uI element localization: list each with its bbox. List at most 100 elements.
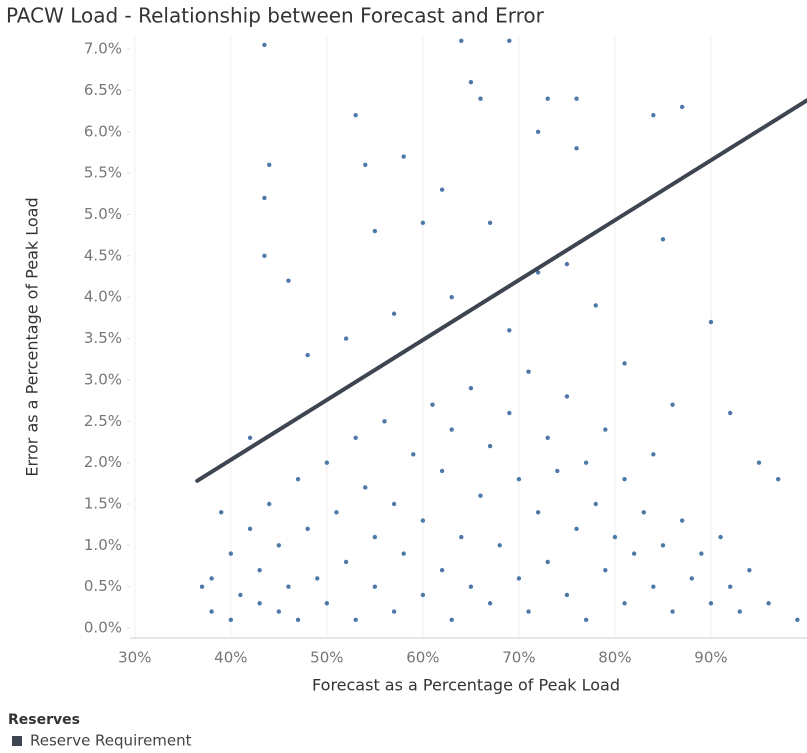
point [545, 96, 550, 101]
x-tick-label: 30% [118, 649, 151, 667]
legend-title: Reserves [8, 712, 80, 728]
point [487, 601, 493, 606]
point [324, 601, 330, 606]
point [238, 592, 243, 598]
point [631, 551, 637, 556]
point [315, 576, 320, 581]
point [555, 468, 560, 474]
point [708, 601, 714, 606]
point [449, 295, 454, 300]
y-tick-label: 1.0% [84, 536, 122, 554]
point [382, 419, 387, 424]
point [459, 38, 464, 43]
point [516, 576, 522, 581]
point [535, 129, 541, 134]
point [420, 220, 426, 225]
point [583, 617, 589, 623]
point [257, 567, 262, 573]
point [353, 617, 358, 623]
point [420, 518, 426, 523]
point [679, 518, 685, 523]
point [391, 311, 397, 316]
point [459, 534, 464, 540]
x-tick-label: 70% [502, 649, 535, 667]
point [363, 162, 368, 168]
point [545, 559, 550, 565]
point [747, 567, 752, 573]
point [228, 551, 234, 556]
point [286, 584, 291, 589]
x-tick-label: 40% [214, 649, 247, 667]
point [372, 228, 378, 234]
point [535, 510, 541, 515]
x-axis-label: Forecast as a Percentage of Peak Load [312, 676, 620, 695]
point [641, 510, 646, 515]
point [497, 543, 502, 548]
point [262, 42, 267, 48]
point [670, 402, 675, 407]
y-tick-label: 3.5% [84, 329, 122, 347]
point [363, 485, 368, 490]
point [689, 576, 694, 581]
chart-title: PACW Load - Relationship between Forecas… [6, 4, 545, 28]
point [660, 237, 666, 242]
point [737, 609, 742, 614]
point [660, 543, 666, 548]
x-tick-label: 60% [406, 649, 439, 667]
point [727, 584, 733, 589]
point [468, 584, 474, 589]
point [564, 261, 570, 267]
point [574, 526, 579, 532]
point [449, 427, 454, 432]
point [257, 601, 262, 606]
point [603, 567, 608, 573]
point [334, 510, 339, 515]
point [545, 435, 550, 441]
point [295, 476, 301, 482]
point [305, 352, 310, 358]
point [305, 526, 310, 532]
point [651, 113, 656, 118]
legend-swatch [12, 736, 22, 746]
point [372, 584, 378, 589]
point [276, 609, 282, 614]
point [439, 187, 445, 192]
point [535, 270, 541, 275]
y-axis-label: Error as a Percentage of Peak Load [23, 197, 42, 476]
point [401, 154, 406, 159]
point [622, 476, 627, 482]
point [603, 427, 608, 432]
point [478, 493, 483, 498]
point [372, 534, 378, 540]
point [593, 501, 598, 507]
point [622, 361, 627, 366]
y-tick-label: 5.5% [84, 164, 122, 182]
y-tick-label: 7.0% [84, 40, 122, 58]
point [468, 79, 474, 85]
point [430, 402, 435, 407]
point [209, 576, 214, 581]
point [353, 113, 358, 118]
point [411, 452, 416, 457]
point [564, 592, 570, 598]
point [564, 394, 570, 399]
point [343, 559, 349, 565]
point [199, 584, 205, 589]
point [651, 452, 656, 457]
point [756, 460, 762, 465]
y-tick-label: 4.5% [84, 246, 122, 264]
point [391, 609, 397, 614]
y-tick-label: 0.0% [84, 619, 122, 637]
point [651, 584, 656, 589]
point [228, 617, 234, 623]
point [267, 501, 272, 507]
point [612, 534, 618, 540]
x-tick-label: 50% [310, 649, 343, 667]
point [507, 38, 512, 43]
y-tick-label: 6.5% [84, 81, 122, 99]
point [247, 526, 253, 532]
x-tick-label: 90% [694, 649, 727, 667]
point [286, 278, 291, 283]
point [343, 336, 349, 341]
